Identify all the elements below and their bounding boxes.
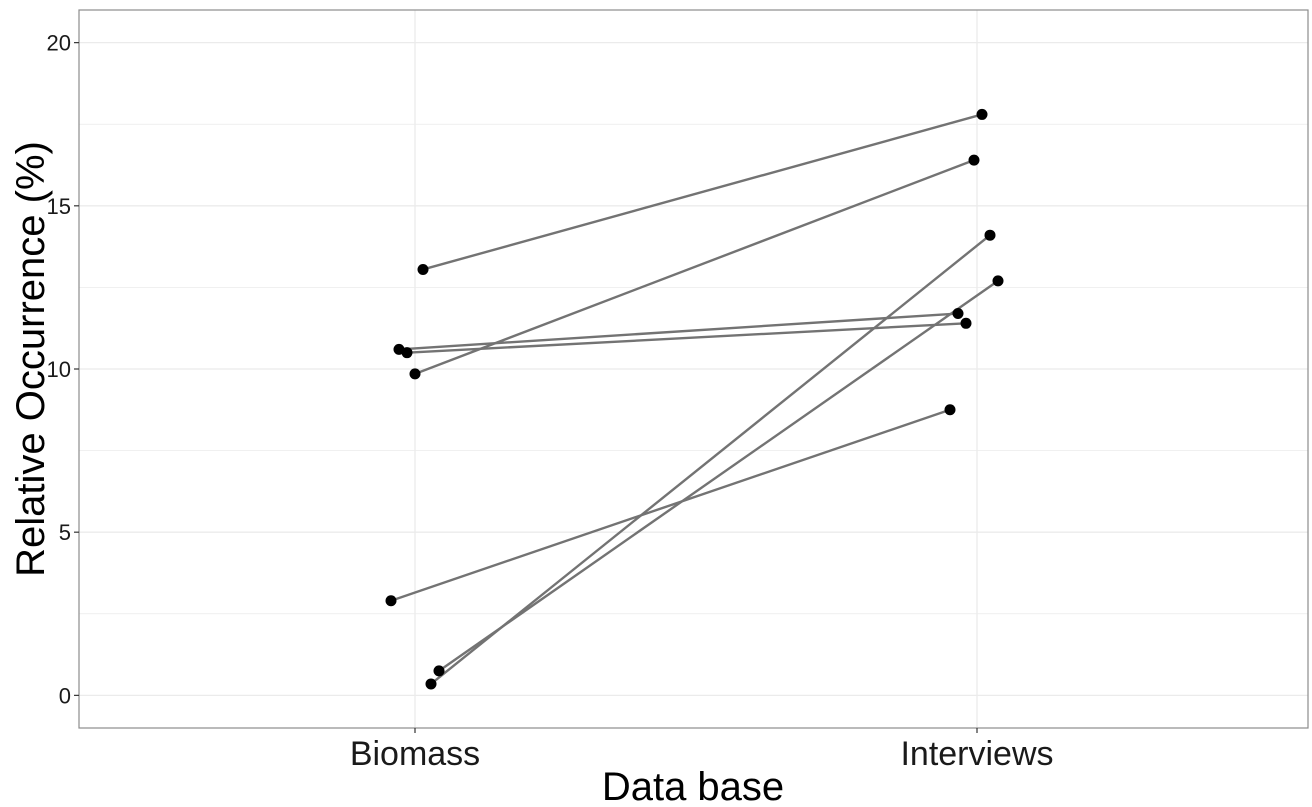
data-point: [433, 665, 445, 677]
data-point: [952, 308, 964, 320]
series-line: [414, 159, 975, 376]
data-point: [992, 275, 1004, 287]
series-line: [398, 312, 959, 351]
series-line: [422, 113, 983, 271]
data-point: [401, 347, 413, 359]
data-point: [960, 317, 972, 329]
data-point: [425, 678, 437, 690]
x-axis-ticks: Biomass Interviews: [350, 728, 1054, 773]
series-line: [430, 234, 991, 685]
data-point: [385, 595, 397, 607]
x-tick-label: Biomass: [350, 735, 480, 773]
data-point: [409, 368, 421, 380]
y-tick-label: 0: [59, 683, 71, 708]
data-point: [968, 154, 980, 166]
x-axis-title: Data base: [602, 765, 784, 807]
series-line: [390, 408, 951, 602]
data-point: [984, 229, 996, 241]
y-axis-ticks: 0 5 10 15 20: [47, 31, 79, 708]
series-lines: [390, 113, 999, 685]
y-tick-label: 15: [47, 194, 71, 219]
data-point: [417, 263, 429, 275]
data-point: [944, 404, 956, 416]
y-tick-label: 20: [47, 31, 71, 56]
y-tick-label: 10: [47, 357, 71, 382]
series-line: [438, 279, 999, 672]
x-tick-label: Interviews: [900, 735, 1053, 773]
data-point: [976, 108, 988, 120]
series-points: [385, 108, 1004, 690]
y-axis-title: Relative Occurrence (%): [9, 141, 53, 577]
y-tick-label: 5: [59, 520, 71, 545]
